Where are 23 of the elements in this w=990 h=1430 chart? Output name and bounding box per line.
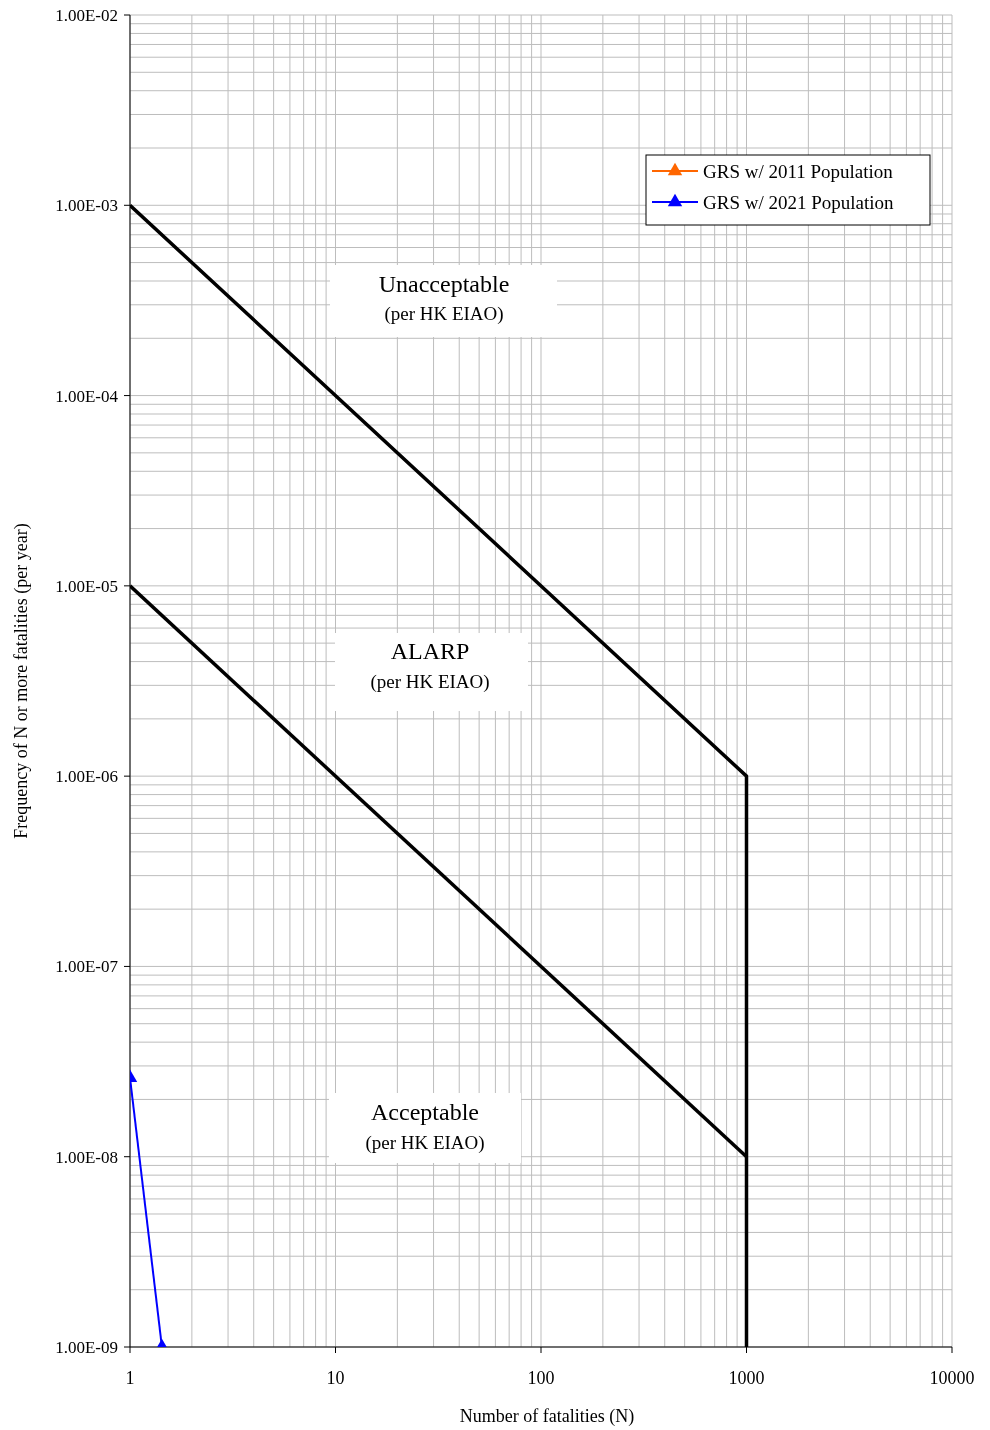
x-axis-title: Number of fatalities (N) bbox=[459, 1406, 635, 1427]
x-tick-label: 10000 bbox=[929, 1368, 975, 1388]
legend-label: GRS w/ 2011 Population bbox=[703, 161, 894, 182]
legend-label: GRS w/ 2021 Population bbox=[703, 192, 895, 213]
y-tick-label: 1.00E-08 bbox=[55, 1147, 118, 1167]
x-tick-label: 1 bbox=[125, 1368, 135, 1388]
annotation: (per HK EIAO) bbox=[365, 1132, 485, 1154]
annotation: (per HK EIAO) bbox=[370, 671, 490, 693]
y-axis-title: Frequency of N or more fatalities (per year) bbox=[11, 523, 32, 839]
annotation: (per HK EIAO) bbox=[384, 303, 504, 325]
y-tick-label: 1.00E-07 bbox=[55, 957, 119, 977]
annotation: ALARP bbox=[390, 638, 470, 664]
y-tick-label: 1.00E-04 bbox=[55, 386, 119, 406]
y-tick-label: 1.00E-06 bbox=[55, 767, 118, 787]
y-tick-label: 1.00E-02 bbox=[55, 6, 118, 25]
x-tick-label: 100 bbox=[527, 1368, 555, 1388]
y-tick-label: 1.00E-03 bbox=[55, 196, 118, 216]
y-tick-label: 1.00E-09 bbox=[55, 1338, 118, 1357]
annotation: Acceptable bbox=[371, 1099, 479, 1125]
y-tick-label: 1.00E-05 bbox=[55, 576, 118, 596]
x-tick-label: 10 bbox=[326, 1368, 345, 1388]
x-tick-label: 1000 bbox=[728, 1368, 765, 1388]
annotation: Unacceptable bbox=[378, 271, 510, 297]
